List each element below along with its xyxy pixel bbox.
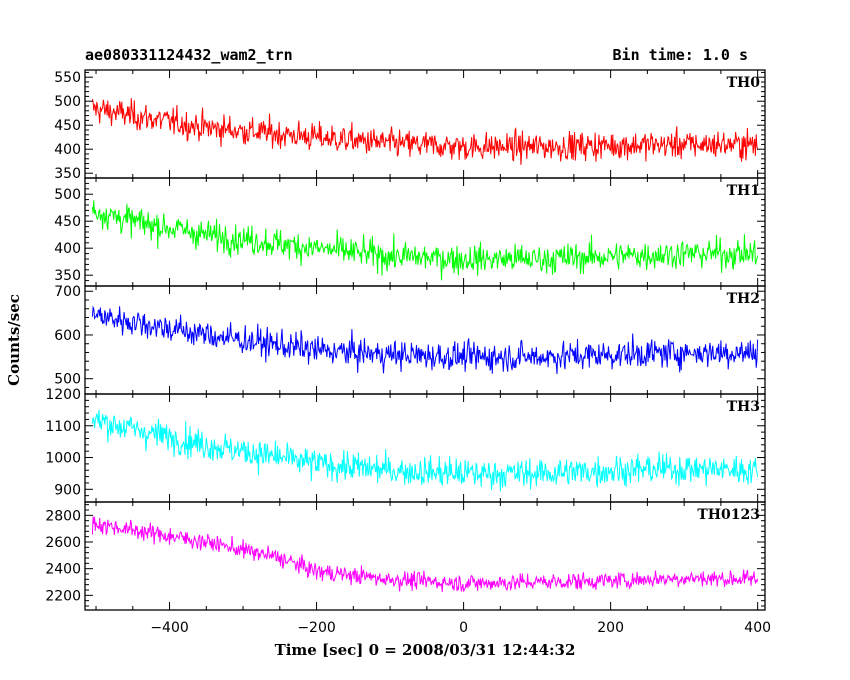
panels-group: 350 400 450 500 550 TH0 350 400 450 500 TH1 500 600 7… bbox=[45, 69, 766, 611]
bin-time-label: Bin time: 1.0 s bbox=[613, 46, 748, 64]
y-tick-label: 550 bbox=[54, 70, 81, 86]
y-tick-label: 2800 bbox=[45, 508, 81, 524]
x-tick-label: −200 bbox=[297, 620, 335, 636]
y-tick-label: 400 bbox=[54, 241, 81, 257]
series-line-th0123 bbox=[91, 516, 759, 593]
y-tick-label: 500 bbox=[54, 187, 81, 203]
x-tick-label: 200 bbox=[597, 620, 624, 636]
y-tick-label: 1200 bbox=[45, 387, 81, 403]
panel-th2: 500 600 700 TH2 bbox=[54, 284, 766, 395]
x-tick-label: −400 bbox=[150, 620, 188, 636]
y-tick-label: 350 bbox=[54, 268, 81, 284]
x-axis: −400 −200 0 200 400 bbox=[150, 620, 771, 636]
y-tick-label: 500 bbox=[54, 372, 81, 388]
y-tick-label: 2400 bbox=[45, 562, 81, 578]
x-tick-label: 0 bbox=[459, 620, 468, 636]
y-tick-label: 900 bbox=[54, 482, 81, 498]
panel-frame bbox=[84, 501, 766, 611]
y-tick-label: 1000 bbox=[45, 451, 81, 467]
panel-th3: 900 1000 1100 1200 TH3 bbox=[45, 387, 766, 503]
panel-label: TH2 bbox=[727, 291, 760, 307]
panel-label: TH1 bbox=[727, 183, 760, 199]
y-tick-label: 1100 bbox=[45, 419, 81, 435]
panel-label: TH0 bbox=[727, 75, 761, 91]
y-tick-label: 600 bbox=[54, 328, 81, 344]
y-tick-label: 700 bbox=[54, 284, 81, 300]
series-line-th3 bbox=[91, 409, 759, 492]
y-tick-label: 400 bbox=[54, 142, 81, 158]
panel-frame bbox=[84, 285, 766, 395]
panel-label: TH0123 bbox=[697, 507, 760, 523]
x-tick-label: 400 bbox=[744, 620, 771, 636]
panel-th0123: 2200 2400 2600 2800 TH0123 bbox=[45, 501, 766, 611]
panel-th1: 350 400 450 500 TH1 bbox=[54, 177, 766, 287]
y-tick-label: 450 bbox=[54, 214, 81, 230]
panel-frame bbox=[84, 177, 766, 287]
series-line-th1 bbox=[91, 200, 759, 281]
panel-th0: 350 400 450 500 550 TH0 bbox=[54, 69, 766, 182]
panel-label: TH3 bbox=[727, 399, 760, 415]
x-axis-label: Time [sec] 0 = 2008/03/31 12:44:32 bbox=[275, 641, 576, 659]
y-tick-label: 2600 bbox=[45, 535, 81, 551]
y-axis-label: Counts/sec bbox=[5, 294, 23, 386]
y-tick-label: 350 bbox=[54, 166, 81, 182]
y-tick-label: 500 bbox=[54, 94, 81, 110]
y-tick-label: 450 bbox=[54, 118, 81, 134]
y-tick-label: 2200 bbox=[45, 588, 81, 604]
chart-title: ae080331124432_wam2_trn bbox=[85, 46, 293, 64]
series-line-th0 bbox=[91, 98, 759, 165]
series-line-th2 bbox=[91, 305, 759, 375]
